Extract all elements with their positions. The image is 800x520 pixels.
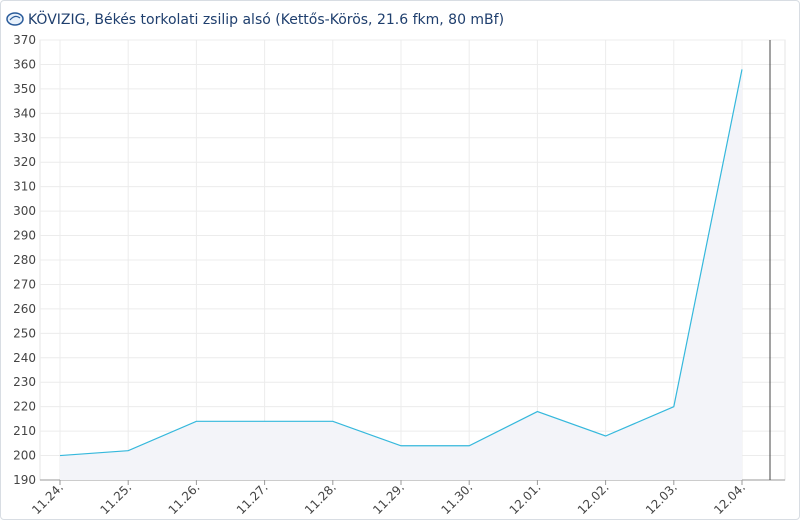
y-tick-label: 200 [13,449,36,463]
y-tick-label: 190 [13,473,36,487]
y-tick-label: 340 [13,106,36,120]
x-tick-label: 11.25. [97,480,134,517]
y-tick-label: 360 [13,57,36,71]
chart-title: KÖVIZIG, Békés torkolati zsilip alsó (Ke… [28,10,504,28]
y-tick-label: 220 [13,400,36,414]
x-tick-label: 12.03. [643,480,680,517]
y-tick-label: 330 [13,131,36,145]
y-tick-label: 230 [13,375,36,389]
x-tick-label: 11.28. [302,480,339,517]
x-tick-label: 12.04. [711,480,748,517]
y-tick-label: 310 [13,180,36,194]
y-tick-label: 240 [13,351,36,365]
x-tick-label: 12.02. [575,480,612,517]
y-tick-label: 370 [13,33,36,47]
y-tick-label: 290 [13,229,36,243]
x-tick-label: 11.29. [370,480,407,517]
line [59,69,743,457]
y-tick-label: 210 [13,424,36,438]
x-tick-label: 11.26. [166,480,203,517]
title-icon [6,12,24,26]
x-tick-label: 11.30. [438,480,475,517]
x-tick-label: 11.27. [234,480,271,517]
x-tick-label: 12.01. [507,480,544,517]
y-tick-label: 280 [13,253,36,267]
y-tick-label: 270 [13,277,36,291]
area [60,69,742,480]
y-tick-label: 260 [13,302,36,316]
y-tick-label: 320 [13,155,36,169]
y-tick-label: 350 [13,82,36,96]
y-tick-label: 250 [13,326,36,340]
y-tick-label: 300 [13,204,36,218]
